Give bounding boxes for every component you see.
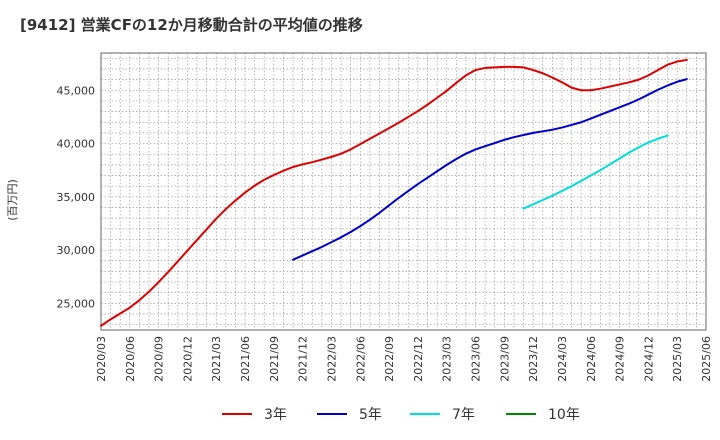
y-tick-label: 30,000 xyxy=(57,244,96,257)
x-tick-label: 2023/06 xyxy=(470,336,483,382)
y-axis-label: (百万円) xyxy=(6,179,19,221)
y-axis-ticks: 25,000 30,000 35,000 40,000 45,000 xyxy=(57,84,96,310)
y-tick-label: 45,000 xyxy=(57,84,96,97)
x-tick-label: 2024/12 xyxy=(642,336,655,382)
legend-label: 10年 xyxy=(548,407,580,423)
x-tick-label: 2023/12 xyxy=(527,336,540,382)
x-tick-label: 2024/09 xyxy=(614,336,627,382)
x-tick-label: 2020/12 xyxy=(181,336,194,382)
y-tick-label: 25,000 xyxy=(57,297,96,310)
legend: 3年 5年 7年 10年 xyxy=(222,407,580,423)
x-tick-label: 2024/03 xyxy=(556,336,569,382)
plot-area xyxy=(100,52,707,331)
x-tick-label: 2020/03 xyxy=(95,336,108,382)
series-line xyxy=(100,58,688,327)
y-tick-label: 40,000 xyxy=(57,138,96,151)
series-lines xyxy=(100,58,688,327)
x-tick-label: 2025/03 xyxy=(671,336,684,382)
x-tick-label: 2022/12 xyxy=(412,336,425,382)
x-tick-label: 2025/06 xyxy=(700,336,713,382)
x-tick-label: 2021/12 xyxy=(297,336,310,382)
series-line xyxy=(522,134,669,210)
series-line xyxy=(292,78,688,261)
y-tick-label: 35,000 xyxy=(57,191,96,204)
x-axis-ticks: 2020/03 2020/06 2020/09 2020/12 2021/03 2021/… xyxy=(95,336,713,382)
x-tick-label: 2020/09 xyxy=(153,336,166,382)
x-tick-label: 2023/03 xyxy=(441,336,454,382)
x-tick-label: 2021/03 xyxy=(210,336,223,382)
legend-label: 5年 xyxy=(359,407,382,423)
x-tick-label: 2021/09 xyxy=(268,336,281,382)
x-tick-label: 2022/06 xyxy=(354,336,367,382)
x-tick-label: 2022/09 xyxy=(383,336,396,382)
chart-title: [9412] 営業CFの12か月移動合計の平均値の推移 xyxy=(20,16,363,34)
grid-lines xyxy=(100,53,707,330)
legend-label: 7年 xyxy=(452,407,475,423)
legend-label: 3年 xyxy=(264,407,287,423)
x-tick-label: 2022/03 xyxy=(325,336,338,382)
x-tick-label: 2021/06 xyxy=(239,336,252,382)
x-tick-label: 2020/06 xyxy=(124,336,137,382)
x-tick-label: 2023/09 xyxy=(498,336,511,382)
x-tick-label: 2024/06 xyxy=(585,336,598,382)
